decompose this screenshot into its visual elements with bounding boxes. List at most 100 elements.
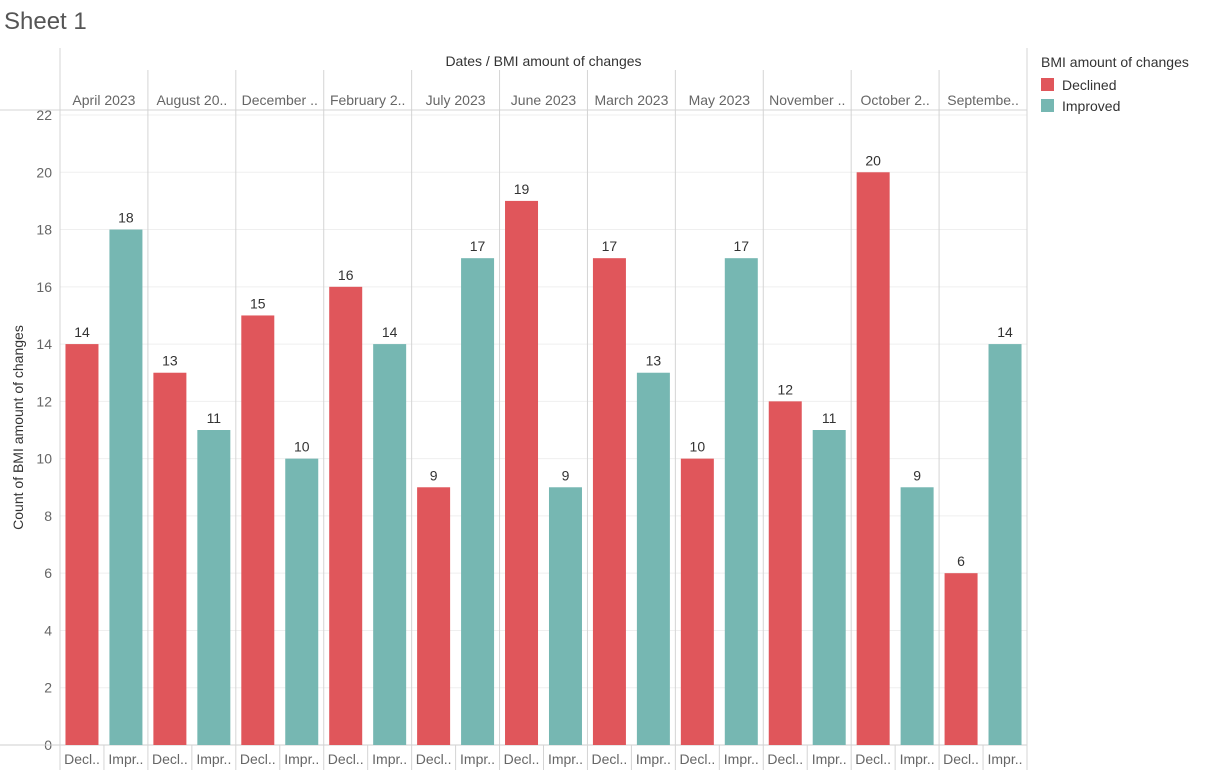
data-label: 6 <box>957 553 965 569</box>
data-label: 16 <box>338 267 354 283</box>
data-label: 14 <box>74 324 90 340</box>
legend-label-declined: Declined <box>1062 76 1117 93</box>
category-label: November .. <box>769 92 845 108</box>
data-label: 17 <box>602 238 618 254</box>
data-label: 11 <box>822 410 837 426</box>
bar-declined <box>153 372 187 745</box>
data-label: 17 <box>734 238 750 254</box>
category-label: April 2023 <box>72 92 135 108</box>
data-label: 9 <box>430 467 438 483</box>
data-label: 14 <box>997 324 1013 340</box>
sub-category-label: Decl.. <box>240 751 276 767</box>
data-label: 13 <box>162 353 178 369</box>
bar-declined <box>680 458 714 745</box>
data-label: 10 <box>294 439 310 455</box>
y-tick-label: 8 <box>44 508 52 524</box>
category-label: December .. <box>242 92 318 108</box>
data-label: 19 <box>514 181 530 197</box>
y-tick-label: 10 <box>36 451 52 467</box>
bar-improved <box>373 344 407 745</box>
category-label: August 20.. <box>156 92 227 108</box>
legend-swatch-improved <box>1041 99 1054 112</box>
sheet-title: Sheet 1 <box>4 8 87 35</box>
bar-declined <box>592 258 626 745</box>
sub-category-label: Impr.. <box>196 751 231 767</box>
legend-item-declined[interactable]: Declined <box>1041 74 1189 95</box>
bar-declined <box>417 487 451 745</box>
legend-item-improved[interactable]: Improved <box>1041 95 1189 116</box>
y-tick-label: 22 <box>36 107 52 123</box>
bar-improved <box>988 344 1022 745</box>
y-tick-label: 16 <box>36 279 52 295</box>
sub-category-label: Impr.. <box>900 751 935 767</box>
sub-category-label: Impr.. <box>636 751 671 767</box>
y-tick-label: 18 <box>36 222 52 238</box>
category-label: Septembe.. <box>947 92 1019 108</box>
category-label: October 2.. <box>861 92 930 108</box>
bar-declined <box>65 344 99 745</box>
sub-category-label: Decl.. <box>855 751 891 767</box>
sub-category-label: Impr.. <box>108 751 143 767</box>
legend-swatch-declined <box>1041 78 1054 91</box>
bar-declined <box>329 286 363 745</box>
y-tick-label: 14 <box>36 336 52 352</box>
bar-improved <box>109 229 143 745</box>
data-label: 15 <box>250 295 266 311</box>
data-label: 13 <box>646 353 662 369</box>
bar-declined <box>241 315 275 745</box>
bar-improved <box>461 258 495 745</box>
sub-category-label: Decl.. <box>943 751 979 767</box>
data-label: 10 <box>690 439 706 455</box>
sub-category-label: Decl.. <box>152 751 188 767</box>
sub-category-label: Decl.. <box>767 751 803 767</box>
sub-category-label: Impr.. <box>988 751 1023 767</box>
data-label: 17 <box>470 238 486 254</box>
bar-improved <box>724 258 758 745</box>
sub-category-label: Impr.. <box>548 751 583 767</box>
bar-improved <box>900 487 934 745</box>
sub-category-label: Decl.. <box>64 751 100 767</box>
legend: BMI amount of changes Declined Improved <box>1041 54 1189 116</box>
bar-declined <box>944 573 978 745</box>
sub-category-label: Impr.. <box>724 751 759 767</box>
sub-category-label: Impr.. <box>372 751 407 767</box>
y-tick-label: 12 <box>36 393 52 409</box>
legend-title: BMI amount of changes <box>1041 54 1189 70</box>
legend-label-improved: Improved <box>1062 97 1121 114</box>
category-label: March 2023 <box>594 92 668 108</box>
y-axis-label: Count of BMI amount of changes <box>10 325 26 530</box>
bar-declined <box>505 200 539 746</box>
sub-category-label: Decl.. <box>504 751 540 767</box>
y-tick-label: 20 <box>36 164 52 180</box>
data-label: 11 <box>207 410 222 426</box>
sub-category-label: Decl.. <box>592 751 628 767</box>
y-tick-label: 4 <box>44 622 52 638</box>
data-label: 12 <box>777 381 793 397</box>
data-label: 14 <box>382 324 398 340</box>
y-tick-label: 2 <box>44 680 52 696</box>
data-label: 9 <box>562 467 570 483</box>
sub-category-label: Decl.. <box>679 751 715 767</box>
bar-improved <box>285 458 319 745</box>
category-label: June 2023 <box>511 92 577 108</box>
data-label: 9 <box>913 467 921 483</box>
bar-declined <box>768 401 802 745</box>
bar-declined <box>856 172 890 746</box>
y-tick-label: 6 <box>44 565 52 581</box>
category-label: February 2.. <box>330 92 405 108</box>
data-label: 20 <box>865 152 881 168</box>
sub-category-label: Impr.. <box>812 751 847 767</box>
bar-improved <box>636 372 670 745</box>
sub-category-label: Decl.. <box>416 751 452 767</box>
sub-category-label: Impr.. <box>284 751 319 767</box>
data-label: 18 <box>118 210 134 226</box>
sub-category-label: Decl.. <box>328 751 364 767</box>
category-label: July 2023 <box>426 92 486 108</box>
chart-title: Dates / BMI amount of changes <box>445 53 641 69</box>
bar-improved <box>548 487 582 745</box>
bar-improved <box>197 430 231 745</box>
bar-improved <box>812 430 846 745</box>
sub-category-label: Impr.. <box>460 751 495 767</box>
category-label: May 2023 <box>689 92 751 108</box>
